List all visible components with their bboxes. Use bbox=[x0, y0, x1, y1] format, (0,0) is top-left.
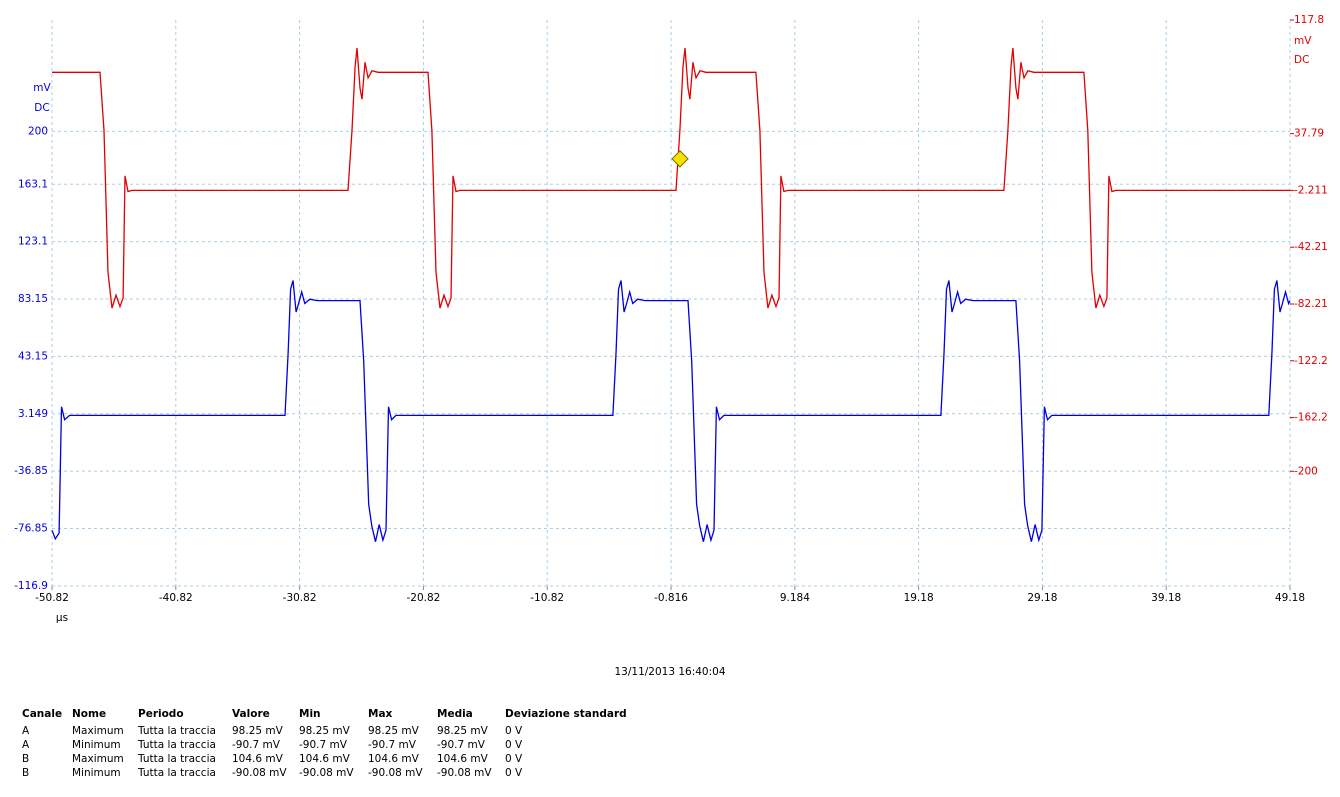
table-cell: 104.6 mV bbox=[232, 753, 284, 765]
table-cell: -90.08 mV bbox=[437, 767, 492, 779]
y-tick-label: 43.15 bbox=[18, 350, 48, 362]
y-tick-label: 200 bbox=[28, 125, 48, 137]
table-cell: Tutta la traccia bbox=[137, 725, 216, 737]
table-cell: B bbox=[22, 753, 29, 765]
table-header: Media bbox=[437, 708, 473, 720]
y2-coupling: DC bbox=[1294, 54, 1309, 66]
table-cell: Tutta la traccia bbox=[137, 767, 216, 779]
table-cell: -90.7 mV bbox=[437, 739, 486, 751]
table-cell: 104.6 mV bbox=[368, 753, 420, 765]
y2-tick-label: 37.79 bbox=[1294, 128, 1324, 140]
table-cell: Maximum bbox=[72, 753, 124, 765]
table-cell: B bbox=[22, 767, 29, 779]
table-cell: 0 V bbox=[505, 753, 523, 765]
table-cell: Maximum bbox=[72, 725, 124, 737]
x-tick-label: -30.82 bbox=[283, 592, 317, 604]
y-tick-label: 163.1 bbox=[18, 178, 48, 190]
table-cell: 98.25 mV bbox=[299, 725, 351, 737]
table-cell: Tutta la traccia bbox=[137, 753, 216, 765]
y2-tick-label: -122.2 bbox=[1294, 355, 1328, 367]
x-tick-label: -20.82 bbox=[406, 592, 440, 604]
table-cell: 0 V bbox=[505, 767, 523, 779]
y2-tick-label: -82.21 bbox=[1294, 298, 1328, 310]
table-cell: 104.6 mV bbox=[299, 753, 351, 765]
table-cell: 0 V bbox=[505, 725, 523, 737]
table-cell: 98.25 mV bbox=[437, 725, 489, 737]
table-header: Min bbox=[299, 708, 321, 720]
y-tick-label: 3.149 bbox=[18, 408, 48, 420]
y2-tick-label: -42.21 bbox=[1294, 241, 1328, 253]
x-tick-label: 29.18 bbox=[1027, 592, 1057, 604]
table-header: Max bbox=[368, 708, 393, 720]
table-cell: -90.7 mV bbox=[299, 739, 348, 751]
table-header: Nome bbox=[72, 708, 106, 720]
table-header: Canale bbox=[22, 708, 62, 720]
table-cell: 0 V bbox=[505, 739, 523, 751]
y-unit: mV bbox=[33, 82, 51, 94]
table-cell: 104.6 mV bbox=[437, 753, 489, 765]
trace bbox=[52, 48, 1290, 309]
y-tick-label: 123.1 bbox=[18, 236, 48, 248]
trace bbox=[51, 280, 1291, 543]
table-cell: -90.08 mV bbox=[232, 767, 287, 779]
table-cell: -90.08 mV bbox=[368, 767, 423, 779]
x-tick-label: -50.82 bbox=[35, 592, 69, 604]
y2-tick-label: -162.2 bbox=[1294, 412, 1328, 424]
x-unit: µs bbox=[56, 612, 68, 624]
table-cell: 98.25 mV bbox=[232, 725, 284, 737]
y2-tick-label: 117.8 bbox=[1294, 14, 1324, 26]
y-tick-label: -116.9 bbox=[14, 580, 48, 592]
table-cell: 98.25 mV bbox=[368, 725, 420, 737]
x-tick-label: 9.184 bbox=[780, 592, 810, 604]
table-header: Periodo bbox=[138, 708, 184, 720]
y2-unit: mV bbox=[1294, 35, 1312, 47]
table-cell: -90.08 mV bbox=[299, 767, 354, 779]
trigger-marker bbox=[671, 150, 689, 168]
table-cell: A bbox=[22, 725, 30, 737]
table-cell: -90.7 mV bbox=[232, 739, 281, 751]
timestamp: 13/11/2013 16:40:04 bbox=[614, 666, 725, 678]
y2-tick-label: -2.211 bbox=[1294, 184, 1328, 196]
y-tick-label: -76.85 bbox=[14, 523, 48, 535]
table-header: Deviazione standard bbox=[505, 708, 627, 720]
table-cell: Tutta la traccia bbox=[137, 739, 216, 751]
x-tick-label: 49.18 bbox=[1275, 592, 1305, 604]
x-tick-label: -40.82 bbox=[159, 592, 193, 604]
table-header: Valore bbox=[232, 708, 270, 720]
y2-tick-label: -200 bbox=[1294, 465, 1318, 477]
y-coupling: DC bbox=[34, 102, 49, 114]
table-cell: A bbox=[22, 739, 30, 751]
x-tick-label: 39.18 bbox=[1151, 592, 1181, 604]
y-tick-label: 83.15 bbox=[18, 293, 48, 305]
table-cell: -90.7 mV bbox=[368, 739, 417, 751]
table-cell: Minimum bbox=[72, 739, 121, 751]
x-tick-label: -0.816 bbox=[654, 592, 688, 604]
x-tick-label: 19.18 bbox=[904, 592, 934, 604]
x-tick-label: -10.82 bbox=[530, 592, 564, 604]
y-tick-label: -36.85 bbox=[14, 465, 48, 477]
table-cell: Minimum bbox=[72, 767, 121, 779]
